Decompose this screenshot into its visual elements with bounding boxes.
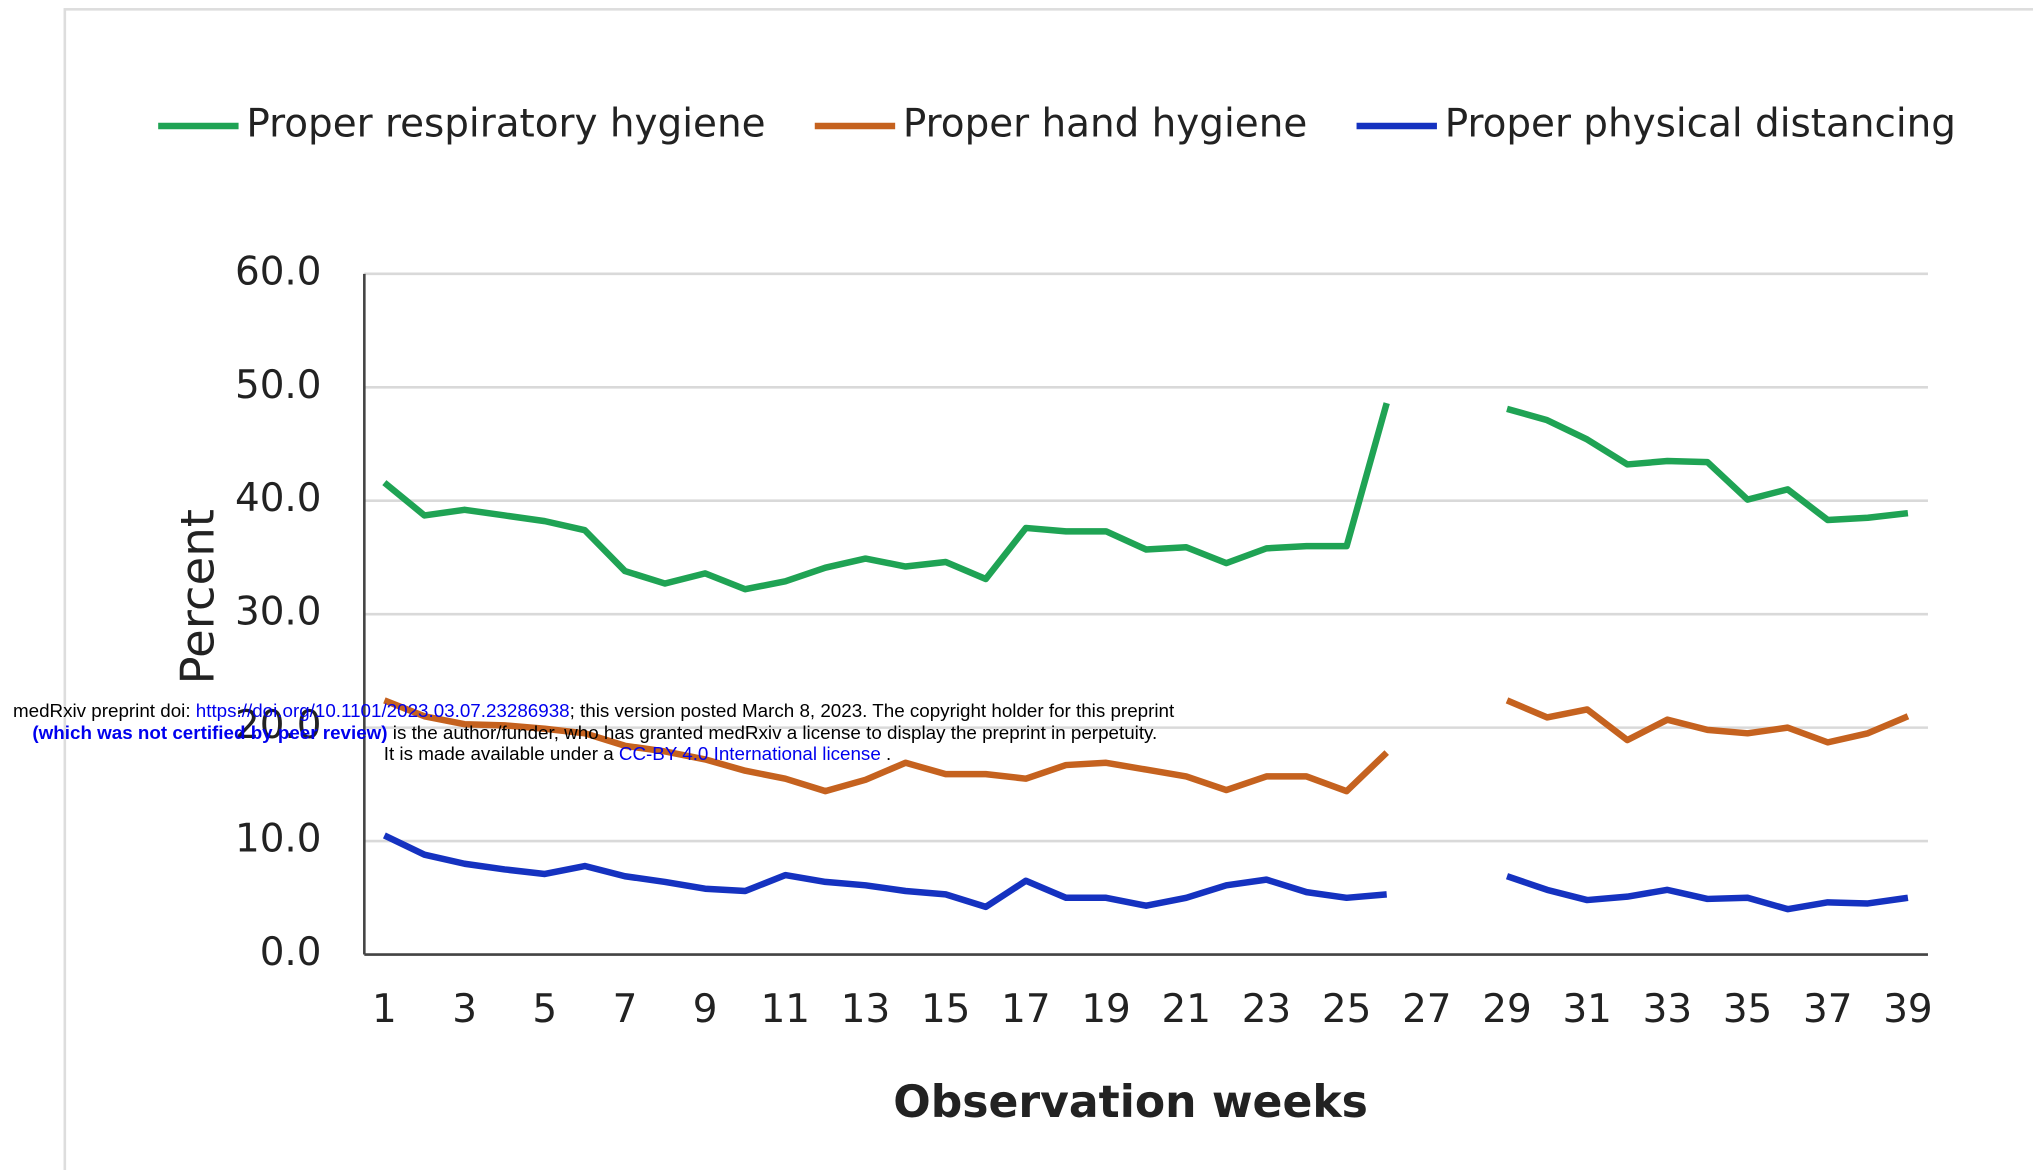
- notice-text: .: [881, 743, 891, 764]
- x-tick-label: 27: [1402, 987, 1451, 1032]
- x-tick-label: 31: [1562, 987, 1611, 1032]
- notice-link[interactable]: CC-BY 4.0 International license: [619, 743, 881, 764]
- chart-frame: [63, 8, 2033, 1170]
- x-tick-label: 7: [613, 987, 638, 1032]
- y-tick-label: 40.0: [235, 476, 322, 521]
- y-tick-label: 20.0: [235, 703, 322, 748]
- x-tick-label: 19: [1081, 987, 1130, 1032]
- y-tick-label: 10.0: [235, 817, 322, 862]
- x-tick-label: 23: [1242, 987, 1291, 1032]
- x-tick-label: 17: [1001, 987, 1050, 1032]
- legend-label: Proper physical distancing: [1445, 102, 1956, 147]
- x-tick-label: 35: [1723, 987, 1772, 1032]
- legend-label: Proper respiratory hygiene: [246, 102, 765, 147]
- data-line: [382, 402, 1909, 593]
- notice-text: is the author/funder, who has granted me…: [388, 722, 1158, 743]
- data-line: [382, 832, 1909, 913]
- y-tick-label: 0.0: [260, 930, 322, 975]
- x-tick-label: 13: [841, 987, 890, 1032]
- notice-line: (which was not certified by peer review)…: [32, 722, 1157, 743]
- x-tick-label: 5: [532, 987, 557, 1032]
- y-tick-label: 30.0: [235, 590, 322, 635]
- x-tick-label: 15: [921, 987, 970, 1032]
- x-tick-label: 11: [761, 987, 810, 1032]
- x-axis-label: Observation weeks: [893, 1077, 1368, 1128]
- x-tick-label: 9: [693, 987, 718, 1032]
- notice-line: It is made available under a CC-BY 4.0 I…: [384, 743, 891, 764]
- x-tick-label: 37: [1803, 987, 1852, 1032]
- y-tick-label: 60.0: [235, 249, 322, 294]
- legend-label: Proper hand hygiene: [903, 102, 1307, 147]
- notice-link[interactable]: (which was not certified by peer review): [32, 722, 387, 743]
- x-tick-label: 3: [452, 987, 477, 1032]
- notice-text: medRxiv preprint doi:: [13, 700, 196, 721]
- data-line: [383, 697, 1910, 795]
- y-tick-label: 50.0: [235, 363, 322, 408]
- notice-text: ; this version posted March 8, 2023. The…: [570, 700, 1175, 721]
- x-tick-label: 33: [1643, 987, 1692, 1032]
- x-tick-label: 21: [1162, 987, 1211, 1032]
- x-tick-label: 29: [1482, 987, 1531, 1032]
- x-tick-label: 1: [372, 987, 397, 1032]
- notice-link[interactable]: https://doi.org/10.1101/2023.03.07.23286…: [196, 700, 570, 721]
- x-tick-label: 39: [1883, 987, 1932, 1032]
- notice-text: It is made available under a: [384, 743, 619, 764]
- y-axis-label: Percent: [171, 509, 225, 685]
- notice-line: medRxiv preprint doi: https://doi.org/10…: [13, 700, 1175, 721]
- x-tick-label: 25: [1322, 987, 1371, 1032]
